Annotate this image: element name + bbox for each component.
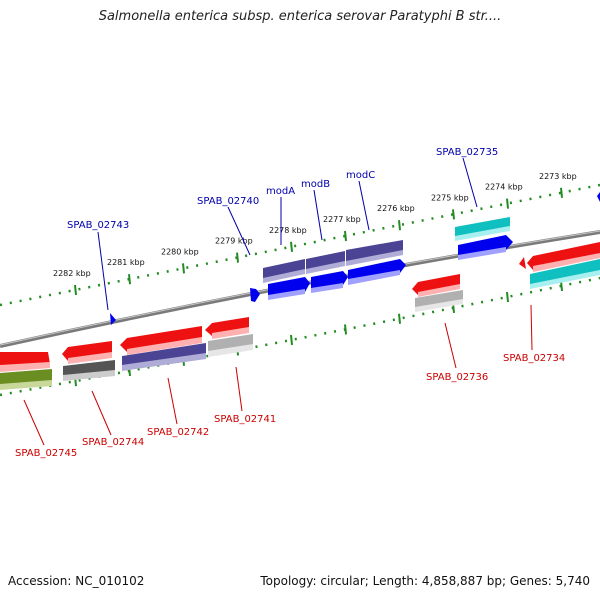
label-SPAB_02743[interactable]: SPAB_02743 bbox=[67, 220, 129, 231]
gene-SPAB_02736-red-shadow bbox=[418, 284, 460, 297]
gene-SPAB_02735[interactable] bbox=[458, 235, 513, 258]
lower-ruler-ticks bbox=[74, 280, 563, 387]
leader-SPAB_02745 bbox=[23, 399, 45, 446]
gene-SPAB_02743[interactable] bbox=[110, 313, 116, 325]
upper-major-tick bbox=[128, 274, 131, 285]
gene-SPAB_02734-shadow bbox=[530, 270, 600, 289]
gene-SPAB_02740[interactable] bbox=[250, 288, 260, 302]
upper-major-tick bbox=[452, 209, 455, 220]
leader-modB bbox=[313, 189, 323, 241]
gene-SPAB_02745-red-shadow bbox=[0, 362, 50, 372]
gene-modA-shadow bbox=[268, 289, 305, 300]
leader-SPAB_02744 bbox=[91, 390, 112, 436]
upper-major-tick bbox=[182, 263, 185, 274]
leader-modC bbox=[358, 180, 370, 231]
lower-major-tick bbox=[290, 334, 293, 346]
label-modC[interactable]: modC bbox=[346, 170, 375, 181]
gene-SPAB_02742-red[interactable] bbox=[120, 326, 202, 352]
upper-major-tick bbox=[560, 187, 563, 198]
genome-info-label: Topology: circular; Length: 4,858,887 bp… bbox=[260, 574, 590, 588]
gene-SPAB_02741-red-shadow bbox=[212, 327, 249, 339]
gene-SPAB_02741-shadow bbox=[208, 344, 253, 357]
label-SPAB_02735[interactable]: SPAB_02735 bbox=[436, 147, 498, 158]
upper-major-tick bbox=[290, 241, 293, 252]
gene-labels: SPAB_02743 SPAB_02740 modA modB modC SPA… bbox=[15, 147, 565, 459]
gene-modA-purple-shadow bbox=[263, 269, 305, 283]
ruler-tick-label: 2276 kbp bbox=[377, 204, 415, 213]
upper-major-tick bbox=[398, 220, 401, 231]
upper-ruler-ticks bbox=[74, 187, 563, 296]
lower-major-tick bbox=[398, 313, 401, 324]
upper-major-tick bbox=[74, 284, 77, 296]
gene-modC-purple[interactable] bbox=[346, 240, 403, 264]
label-leader-lines bbox=[23, 157, 533, 446]
ruler-tick-label: 2275 kbp bbox=[431, 193, 469, 202]
label-SPAB_02744[interactable]: SPAB_02744 bbox=[82, 437, 144, 448]
gene-SPAB_02735-cyan-shadow bbox=[455, 226, 510, 241]
ruler-tick-label: 2282 kbp bbox=[53, 269, 91, 278]
gene-modB[interactable] bbox=[311, 271, 348, 291]
leader-SPAB_02736 bbox=[444, 322, 457, 369]
label-SPAB_02734[interactable]: SPAB_02734 bbox=[503, 353, 565, 364]
leader-SPAB_02734 bbox=[530, 304, 533, 351]
label-SPAB_02741[interactable]: SPAB_02741 bbox=[214, 414, 276, 425]
gene-modB-purple-shadow bbox=[306, 261, 345, 274]
gene-SPAB_02744-shadow bbox=[63, 370, 115, 381]
leader-SPAB_02735 bbox=[462, 157, 478, 208]
ruler-tick-label: 2278 kbp bbox=[269, 226, 307, 235]
ruler-tick-label: 2277 kbp bbox=[323, 215, 361, 224]
gene-modC-purple-shadow bbox=[346, 250, 403, 266]
gene-modB-purple[interactable] bbox=[306, 251, 345, 272]
ruler-tick-label: 2274 kbp bbox=[485, 183, 523, 192]
lower-major-tick bbox=[344, 324, 347, 335]
label-SPAB_02740[interactable]: SPAB_02740 bbox=[197, 196, 259, 207]
ruler-tick-label: 2279 kbp bbox=[215, 237, 253, 246]
upper-major-tick bbox=[236, 252, 239, 263]
ruler-tick-label: 2273 kbp bbox=[539, 172, 577, 181]
gene-SPAB_02736-red[interactable] bbox=[412, 274, 460, 295]
leader-SPAB_02742 bbox=[167, 377, 178, 425]
gene-SPAB_02735-shadow bbox=[458, 247, 506, 260]
leader-SPAB_02740 bbox=[227, 206, 251, 256]
gene-SPAB_02742[interactable] bbox=[122, 343, 206, 368]
label-SPAB_02742[interactable]: SPAB_02742 bbox=[147, 427, 209, 438]
gene-right-edge-marker bbox=[597, 192, 600, 202]
gene-SPAB_02736-shadow bbox=[415, 299, 463, 312]
gene-modB-shadow bbox=[311, 283, 343, 293]
accession-label: Accession: NC_010102 bbox=[8, 574, 145, 588]
gene-SPAB_02741[interactable] bbox=[208, 334, 253, 354]
label-SPAB_02736[interactable]: SPAB_02736 bbox=[426, 372, 488, 383]
leader-SPAB_02741 bbox=[235, 366, 243, 412]
label-modA[interactable]: modA bbox=[266, 186, 295, 197]
gene-SPAB_02744-red-shadow bbox=[68, 352, 112, 364]
gene-SPAB_02745-shadow bbox=[0, 380, 52, 390]
leader-SPAB_02743 bbox=[97, 231, 109, 311]
gene-SPAB_02734-red-arrow[interactable] bbox=[519, 257, 526, 269]
gene-SPAB_02734-red[interactable] bbox=[527, 242, 600, 270]
page-title: Salmonella enterica subsp. enterica sero… bbox=[98, 9, 502, 24]
ruler-tick-labels: 2282 kbp 2281 kbp 2280 kbp 2279 kbp 2278 kbp… bbox=[53, 172, 577, 278]
gene-modC-shadow bbox=[348, 270, 400, 285]
ruler-tick-label: 2280 kbp bbox=[161, 247, 199, 256]
gene-SPAB_02742-red-shadow bbox=[127, 337, 202, 355]
gene-SPAB_02734-red-shadow bbox=[533, 253, 600, 272]
label-modB[interactable]: modB bbox=[301, 179, 330, 190]
upper-major-tick bbox=[344, 230, 347, 242]
gene-SPAB_02734[interactable] bbox=[530, 259, 600, 287]
ruler-tick-label: 2281 kbp bbox=[107, 258, 145, 267]
upper-major-tick bbox=[506, 198, 509, 209]
gene-modA-purple[interactable] bbox=[263, 259, 305, 281]
lower-major-tick bbox=[506, 291, 509, 303]
gene-SPAB_02742-shadow bbox=[122, 353, 206, 371]
gene-features bbox=[0, 192, 600, 390]
label-SPAB_02745[interactable]: SPAB_02745 bbox=[15, 448, 77, 459]
